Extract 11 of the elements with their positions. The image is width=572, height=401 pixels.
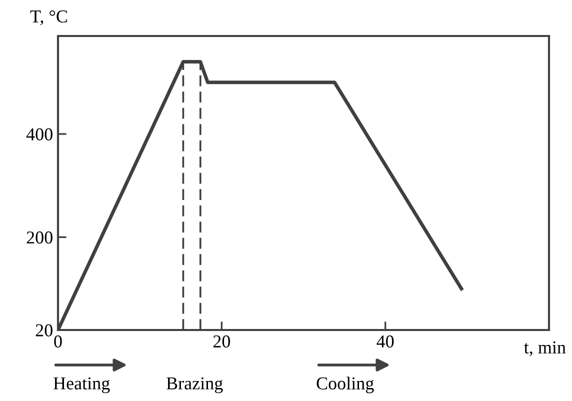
x-axis-title: t, min (524, 341, 566, 356)
y-tick-label: 20 (36, 324, 52, 336)
x-tick-label: 0 (54, 335, 62, 348)
y-tick-label: 200 (26, 231, 52, 244)
y-axis-title: T, °C (30, 10, 67, 26)
x-tick-label: 40 (376, 335, 394, 348)
text: Cooling (316, 376, 374, 394)
x-tick-label: 20 (213, 335, 230, 348)
y-tick-label: 400 (26, 128, 52, 140)
text: Brazing (166, 377, 223, 394)
text: Heating (54, 377, 110, 394)
